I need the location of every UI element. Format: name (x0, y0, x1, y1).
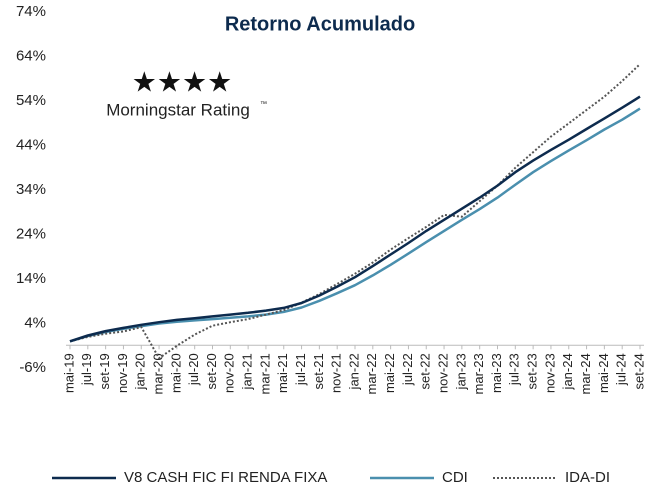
x-tick-label: jan-24 (560, 353, 575, 390)
x-tick-label: mar-23 (471, 353, 486, 394)
y-tick-label: 24% (16, 225, 46, 242)
x-tick-label: mai-22 (382, 353, 397, 393)
x-tick-label: jul-23 (507, 353, 522, 386)
x-tick-label: jul-20 (186, 353, 201, 386)
x-tick-label: set-21 (311, 353, 326, 389)
x-tick-label: mar-20 (151, 353, 166, 394)
x-tick-label: set-24 (631, 353, 646, 389)
x-tick-label: jul-24 (614, 353, 629, 386)
chart-title: Retorno Acumulado (225, 13, 415, 35)
y-tick-label: 44% (16, 136, 46, 153)
y-tick-label: 54% (16, 92, 46, 109)
x-tick-label: mai-19 (61, 353, 76, 393)
y-tick-label: -6% (19, 359, 46, 376)
x-tick-label: mar-21 (257, 353, 272, 394)
legend-label: CDI (442, 469, 468, 486)
x-tick-label: nov-21 (329, 353, 344, 393)
x-tick-label: jul-21 (293, 353, 308, 386)
y-tick-label: 64% (16, 47, 46, 64)
x-tick-label: mai-21 (275, 353, 290, 393)
x-tick-label: mar-22 (364, 353, 379, 394)
y-tick-label: 74% (16, 3, 46, 20)
x-tick-label: jul-22 (400, 353, 415, 386)
x-tick-label: jan-21 (240, 353, 255, 390)
x-tick-label: set-20 (204, 353, 219, 389)
y-tick-label: 4% (24, 314, 46, 331)
legend-label: IDA-DI (565, 469, 610, 486)
x-tick-label: set-19 (97, 353, 112, 389)
x-tick-label: jan-20 (133, 353, 148, 390)
y-tick-label: 34% (16, 181, 46, 198)
x-tick-label: mai-24 (596, 353, 611, 393)
x-tick-label: jan-23 (453, 353, 468, 390)
x-tick-label: nov-19 (115, 353, 130, 393)
x-tick-label: jul-19 (79, 353, 94, 386)
series-line (69, 95, 641, 343)
x-tick-label: set-23 (525, 353, 540, 389)
y-tick-label: 14% (16, 270, 46, 287)
x-tick-label: set-22 (418, 353, 433, 389)
series-line (69, 63, 641, 360)
x-tick-label: nov-22 (436, 353, 451, 393)
rating-label: Morningstar Rating (106, 100, 250, 119)
series-line (69, 107, 641, 343)
x-tick-label: mai-23 (489, 353, 504, 393)
x-tick-label: nov-23 (542, 353, 557, 393)
rating-stars: ★★★★ (132, 66, 232, 97)
legend-label: V8 CASH FIC FI RENDA FIXA (124, 469, 327, 486)
rating-trademark: ™ (260, 101, 267, 108)
x-tick-label: nov-20 (222, 353, 237, 393)
x-tick-label: jan-22 (346, 353, 361, 390)
x-tick-label: mar-24 (578, 353, 593, 394)
x-tick-label: mai-20 (168, 353, 183, 393)
